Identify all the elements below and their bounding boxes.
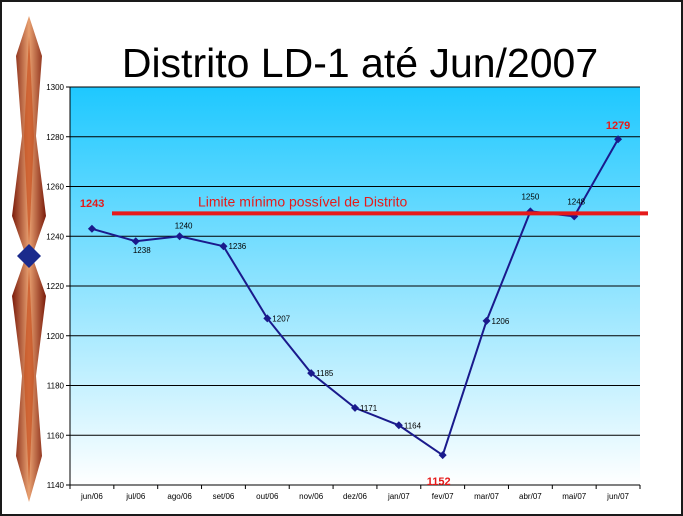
data-point bbox=[307, 369, 316, 378]
x-tick-label: jul/06 bbox=[125, 492, 146, 501]
x-tick-label: fev/07 bbox=[432, 492, 454, 501]
data-label-highlight: 1279 bbox=[606, 120, 630, 132]
data-point bbox=[87, 224, 96, 233]
y-tick-label: 1200 bbox=[46, 332, 64, 341]
data-point bbox=[131, 237, 140, 246]
data-point bbox=[219, 242, 228, 251]
data-point bbox=[614, 135, 623, 144]
data-label: 1248 bbox=[567, 197, 585, 206]
data-point bbox=[351, 403, 359, 412]
y-tick-label: 1140 bbox=[47, 481, 65, 490]
data-label: 1240 bbox=[175, 221, 193, 230]
y-tick-label: 1240 bbox=[46, 232, 64, 241]
data-point bbox=[175, 232, 184, 241]
x-tick-label: mai/07 bbox=[562, 492, 587, 501]
x-tick-label: ago/06 bbox=[167, 492, 192, 501]
data-point bbox=[394, 421, 403, 430]
y-tick-label: 1220 bbox=[46, 282, 64, 291]
data-label: 1185 bbox=[316, 369, 334, 378]
data-label-highlight: 1152 bbox=[427, 476, 451, 488]
data-point bbox=[438, 451, 447, 460]
x-tick-label: abr/07 bbox=[519, 492, 542, 501]
y-tick-label: 1160 bbox=[47, 431, 65, 440]
y-tick-label: 1300 bbox=[46, 83, 64, 92]
data-label: 1206 bbox=[492, 317, 510, 326]
x-tick-label: jan/07 bbox=[387, 492, 410, 501]
data-label: 1236 bbox=[228, 242, 246, 251]
x-tick-label: set/06 bbox=[213, 492, 235, 501]
slide-title: Distrito LD-1 até Jun/2007 bbox=[121, 40, 599, 86]
x-tick-label: jun/07 bbox=[606, 492, 629, 501]
x-tick-label: out/06 bbox=[256, 492, 279, 501]
decorative-ornament-stripe bbox=[12, 16, 46, 502]
x-tick-label: jun/06 bbox=[80, 492, 103, 501]
data-label: 1164 bbox=[404, 421, 422, 430]
reference-line-label: Limite mínimo possível de Distrito bbox=[198, 193, 408, 209]
y-tick-label: 1260 bbox=[46, 183, 64, 192]
data-label: 1171 bbox=[360, 404, 378, 413]
x-tick-label: nov/06 bbox=[299, 492, 324, 501]
data-label: 1250 bbox=[521, 192, 539, 201]
data-label: 1238 bbox=[133, 246, 151, 255]
data-label-highlight: 1243 bbox=[80, 198, 104, 210]
y-tick-label: 1180 bbox=[47, 382, 65, 391]
x-tick-label: dez/06 bbox=[343, 492, 368, 501]
data-point bbox=[263, 314, 272, 323]
data-point bbox=[482, 316, 491, 325]
y-tick-label: 1280 bbox=[46, 133, 64, 142]
x-tick-label: mar/07 bbox=[474, 492, 499, 501]
data-label: 1207 bbox=[272, 314, 290, 323]
